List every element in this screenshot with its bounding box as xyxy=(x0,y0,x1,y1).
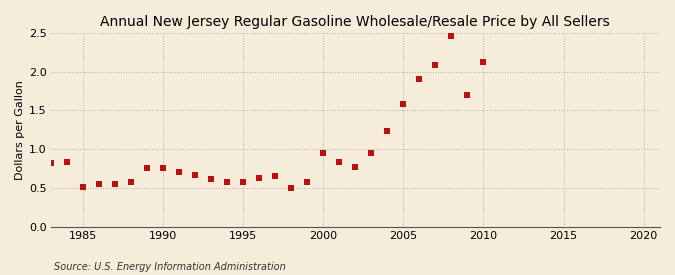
Point xyxy=(286,186,297,190)
Point xyxy=(206,176,217,181)
Text: Source: U.S. Energy Information Administration: Source: U.S. Energy Information Administ… xyxy=(54,262,286,272)
Point xyxy=(270,174,281,178)
Point xyxy=(366,151,377,155)
Point xyxy=(94,182,105,186)
Point xyxy=(78,185,88,189)
Point xyxy=(158,166,169,170)
Point xyxy=(350,165,360,169)
Point xyxy=(478,60,489,65)
Point xyxy=(238,180,248,184)
Point xyxy=(382,128,393,133)
Point xyxy=(142,166,153,170)
Point xyxy=(430,62,441,67)
Point xyxy=(334,160,345,164)
Point xyxy=(462,93,473,97)
Point xyxy=(414,77,425,82)
Point xyxy=(318,151,329,155)
Point xyxy=(190,172,200,177)
Point xyxy=(61,160,72,164)
Point xyxy=(173,170,184,175)
Point xyxy=(110,182,121,186)
Y-axis label: Dollars per Gallon: Dollars per Gallon xyxy=(15,80,25,180)
Point xyxy=(254,175,265,180)
Point xyxy=(302,180,313,185)
Point xyxy=(46,161,57,165)
Point xyxy=(446,34,457,38)
Point xyxy=(222,180,233,185)
Point xyxy=(126,180,136,185)
Point xyxy=(398,102,409,106)
Title: Annual New Jersey Regular Gasoline Wholesale/Resale Price by All Sellers: Annual New Jersey Regular Gasoline Whole… xyxy=(101,15,610,29)
